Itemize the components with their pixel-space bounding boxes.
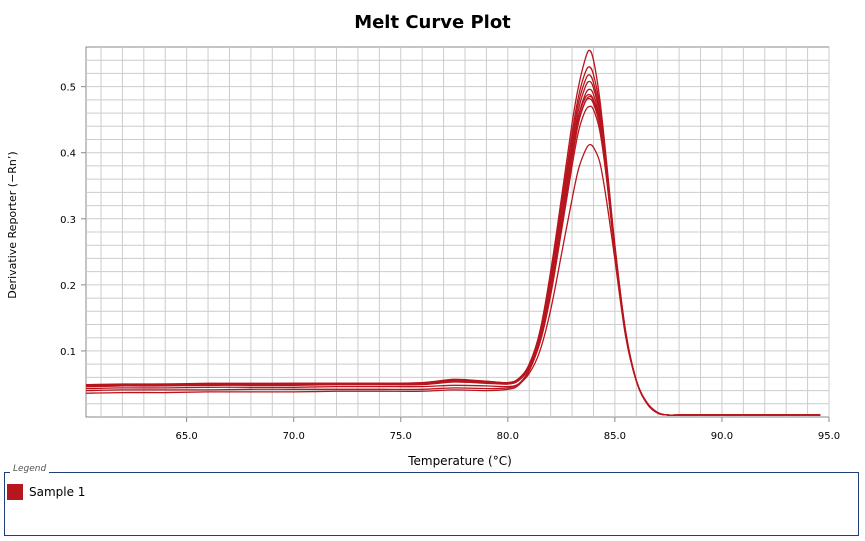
y-tick-label: 0.4 (60, 149, 76, 160)
legend-item[interactable]: Sample 1 (7, 484, 85, 500)
y-tick-label: 0.1 (60, 347, 76, 358)
legend-caption: Legend (10, 464, 50, 474)
x-tick-label: 70.0 (283, 431, 305, 442)
legend-swatch (7, 484, 23, 500)
y-tick-label: 0.2 (60, 281, 76, 292)
series-layer (85, 49, 821, 416)
x-tick-label: 90.0 (711, 431, 733, 442)
y-tick-label: 0.5 (60, 83, 76, 94)
melt-curve-line (85, 97, 821, 416)
x-tick-label: 85.0 (604, 431, 626, 442)
y-tick-label: 0.3 (60, 215, 76, 226)
chart-title: Melt Curve Plot (354, 12, 511, 33)
x-tick-label: 75.0 (390, 431, 412, 442)
legend-box (4, 472, 859, 536)
y-axis-label: Derivative Reporter (−Rn’) (6, 151, 19, 298)
melt-curve-chart: 65.0 70.0 75.0 80.0 85.0 90.0 95.0 0.1 0.2 0.3 0.4… (6, 46, 840, 468)
x-axis-label: Temperature (°C) (407, 454, 512, 468)
x-tick-label: 80.0 (497, 431, 519, 442)
axis-ticks: 65.0 70.0 75.0 80.0 85.0 90.0 95.0 0.1 0.2 0.3 0.4… (60, 83, 840, 442)
x-tick-label: 65.0 (176, 431, 198, 442)
grid-layer (86, 47, 830, 417)
x-tick-label: 95.0 (818, 431, 840, 442)
legend-label: Sample 1 (29, 485, 86, 499)
